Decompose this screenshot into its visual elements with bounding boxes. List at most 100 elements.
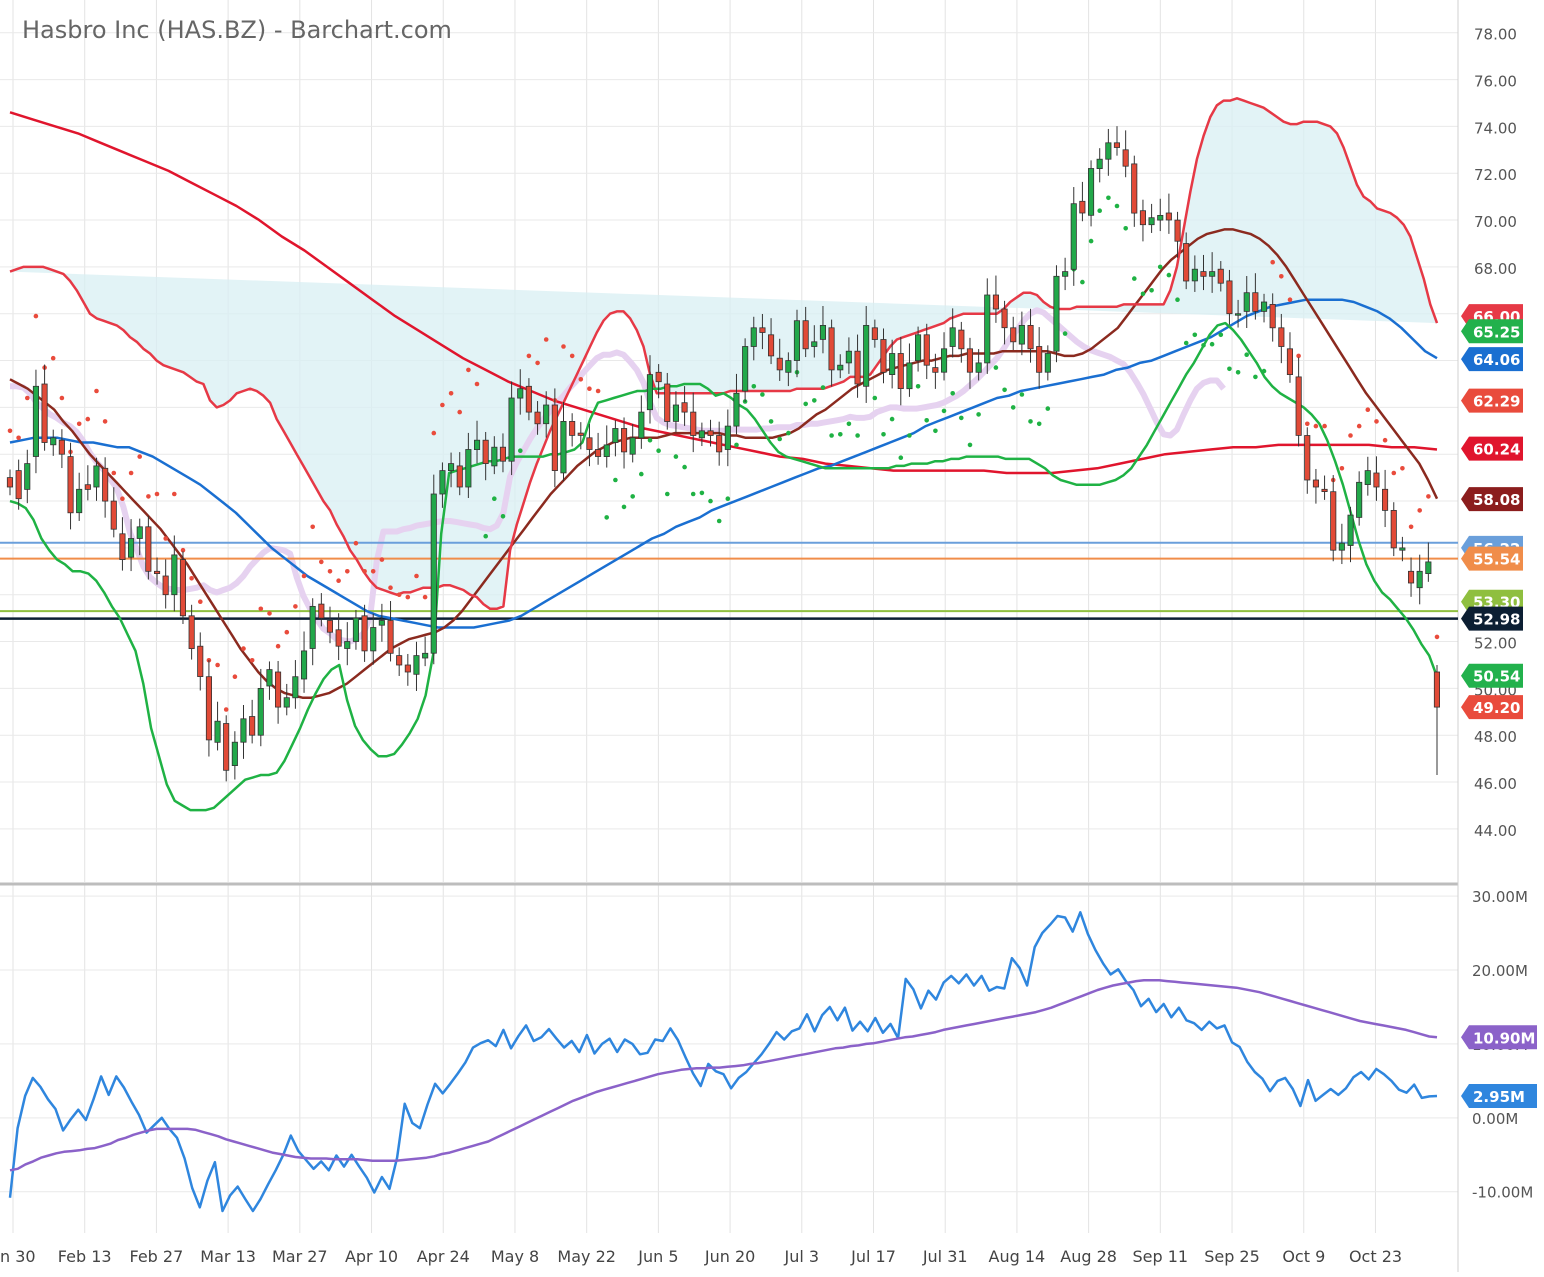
sar-dot [293, 604, 298, 609]
volume-axis-tick: 20.00M [1472, 962, 1528, 980]
sar-dot [327, 569, 333, 574]
x-axis-tick: Feb 27 [130, 1247, 184, 1266]
price-axis-tick: 74.00 [1474, 119, 1517, 137]
sar-dot [907, 433, 912, 438]
sar-dot [1114, 203, 1120, 209]
candle-body [1286, 348, 1294, 375]
sar-dot [1028, 419, 1033, 424]
sar-dot [1036, 421, 1042, 427]
candle-body [992, 294, 999, 310]
x-axis-tick: Jul 3 [784, 1247, 820, 1266]
volume-label-badge-shape [1461, 1084, 1537, 1109]
candle-body [577, 432, 584, 436]
sar-dot [1305, 421, 1310, 427]
price-label-badge: 55.54 [1461, 546, 1523, 571]
candle-body [1131, 163, 1138, 214]
candle-body [1053, 275, 1060, 352]
candle-body [214, 720, 221, 743]
price-axis-tick: 78.00 [1474, 26, 1517, 44]
candle-body [153, 570, 161, 574]
candle-body [465, 449, 472, 488]
sar-dot [1434, 634, 1440, 640]
sar-dot [786, 430, 791, 436]
candle-body [352, 617, 359, 642]
candle-body [396, 655, 403, 666]
candle-body [716, 435, 723, 453]
candle-body [759, 327, 766, 333]
sar-dot [1391, 470, 1397, 476]
candle-body [638, 411, 645, 439]
candle-body [127, 538, 135, 558]
sar-dot [1287, 297, 1293, 303]
candle-body [491, 446, 498, 467]
price-label-badge-shape [1461, 487, 1523, 512]
candle-body [690, 411, 697, 436]
sar-dot [440, 402, 445, 408]
sar-dot [1356, 423, 1362, 429]
sar-dot [569, 353, 575, 359]
sar-dot [1313, 423, 1319, 429]
candle-body [67, 456, 74, 514]
price-label-badge-shape [1461, 663, 1523, 688]
sar-dot [1235, 370, 1241, 375]
price-axis-tick: 72.00 [1474, 166, 1517, 184]
candle-body [1373, 472, 1380, 488]
sar-dot [16, 435, 21, 441]
candle-body [6, 477, 14, 488]
sar-dot [120, 496, 125, 502]
candle-body [569, 420, 576, 436]
candle-body [188, 615, 195, 649]
candle-body [326, 620, 333, 633]
candle-body [456, 465, 463, 488]
sar-dot [768, 419, 774, 424]
sar-dot [716, 518, 722, 524]
sar-dot [933, 428, 938, 434]
candle-body [266, 669, 273, 687]
sar-dot [1080, 279, 1085, 285]
sar-dot [111, 470, 117, 476]
sar-dot [881, 432, 886, 437]
sar-dot [734, 442, 739, 448]
x-axis-tick: Mar 13 [200, 1247, 256, 1266]
volume-panel [0, 885, 1458, 1233]
candle-body [655, 371, 662, 383]
candle-body [1399, 547, 1406, 551]
candle-body [1183, 243, 1190, 282]
sar-dot [370, 569, 376, 574]
candle-body [750, 327, 757, 347]
candle-body [136, 526, 143, 539]
sar-dot [1426, 494, 1431, 499]
candle-body [664, 383, 671, 422]
candle-body [586, 437, 593, 450]
sar-dot [1097, 208, 1102, 213]
candle-body [1382, 488, 1389, 511]
candle-body [1105, 142, 1112, 160]
candle-body [1278, 327, 1285, 347]
volume-axis-tick: 30.00M [1472, 888, 1528, 906]
chart-title: Hasbro Inc (HAS.BZ) - Barchart.com [22, 16, 452, 44]
sar-dot [1365, 407, 1371, 413]
sar-dot [1270, 259, 1275, 265]
sar-dot [846, 421, 852, 427]
x-axis-tick: Mar 27 [272, 1247, 328, 1266]
price-label-badge-text: 58.08 [1473, 491, 1520, 509]
x-axis-tick: Oct 9 [1282, 1247, 1325, 1266]
sar-dot [647, 437, 653, 443]
candle-body [966, 348, 973, 373]
sar-dot [172, 491, 177, 497]
candle-body [93, 465, 100, 488]
x-axis-tick: Jul 31 [922, 1247, 968, 1266]
sar-dot [137, 454, 142, 459]
price-axis-tick: 76.00 [1474, 73, 1517, 91]
candle-body [1209, 271, 1216, 277]
sar-dot [336, 578, 341, 583]
x-axis-tick: Jun 20 [704, 1247, 755, 1266]
sar-dot [1088, 238, 1094, 244]
sar-dot [838, 432, 843, 437]
sar-dot [85, 416, 91, 422]
sar-dot [232, 674, 238, 679]
price-label-badge: 58.08 [1461, 487, 1523, 512]
sar-dot [1140, 291, 1146, 297]
sar-dot [1253, 374, 1258, 380]
